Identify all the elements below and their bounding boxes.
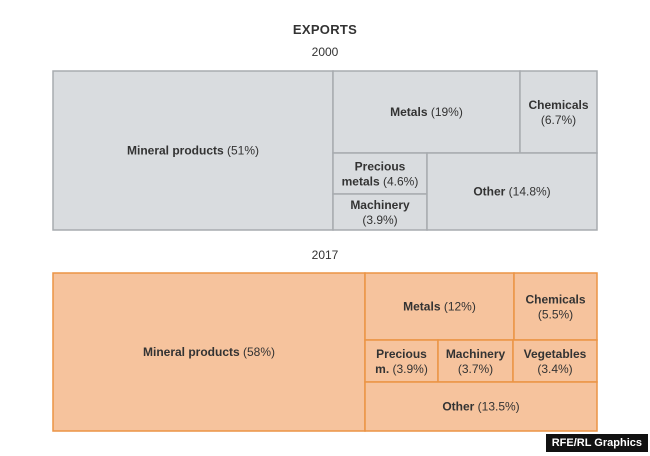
- treemap-cell-vegetables-2017: [512, 339, 598, 383]
- treemap-2017: Mineral products (58%)Metals (12%) Chemic…: [52, 272, 598, 432]
- chart-title: EXPORTS: [292, 22, 358, 37]
- treemap-cell-other-2017: [364, 381, 598, 432]
- treemap-cell-precious-metals-2000: [332, 152, 428, 195]
- treemap-cell-machinery-2000: [332, 193, 428, 231]
- year-label-2017: 2017: [311, 248, 339, 262]
- treemap-cell-other-2000: [426, 152, 598, 231]
- credit-badge: RFE/RL Graphics: [545, 434, 648, 452]
- year-label-2000: 2000: [311, 45, 339, 59]
- treemap-2000: Mineral products (51%)Metals (19%) Chemic…: [52, 70, 598, 231]
- treemap-cell-metals-2017: [364, 272, 515, 341]
- treemap-cell-precious-m-2017: [364, 339, 439, 383]
- treemap-cell-mineral-products-2017: [52, 272, 366, 432]
- treemap-cell-chemicals-2000: [519, 70, 598, 154]
- treemap-cell-mineral-products-2000: [52, 70, 334, 231]
- treemap-cell-machinery-2017: [437, 339, 514, 383]
- treemap-cell-chemicals-2017: [513, 272, 598, 341]
- treemap-cell-metals-2000: [332, 70, 521, 154]
